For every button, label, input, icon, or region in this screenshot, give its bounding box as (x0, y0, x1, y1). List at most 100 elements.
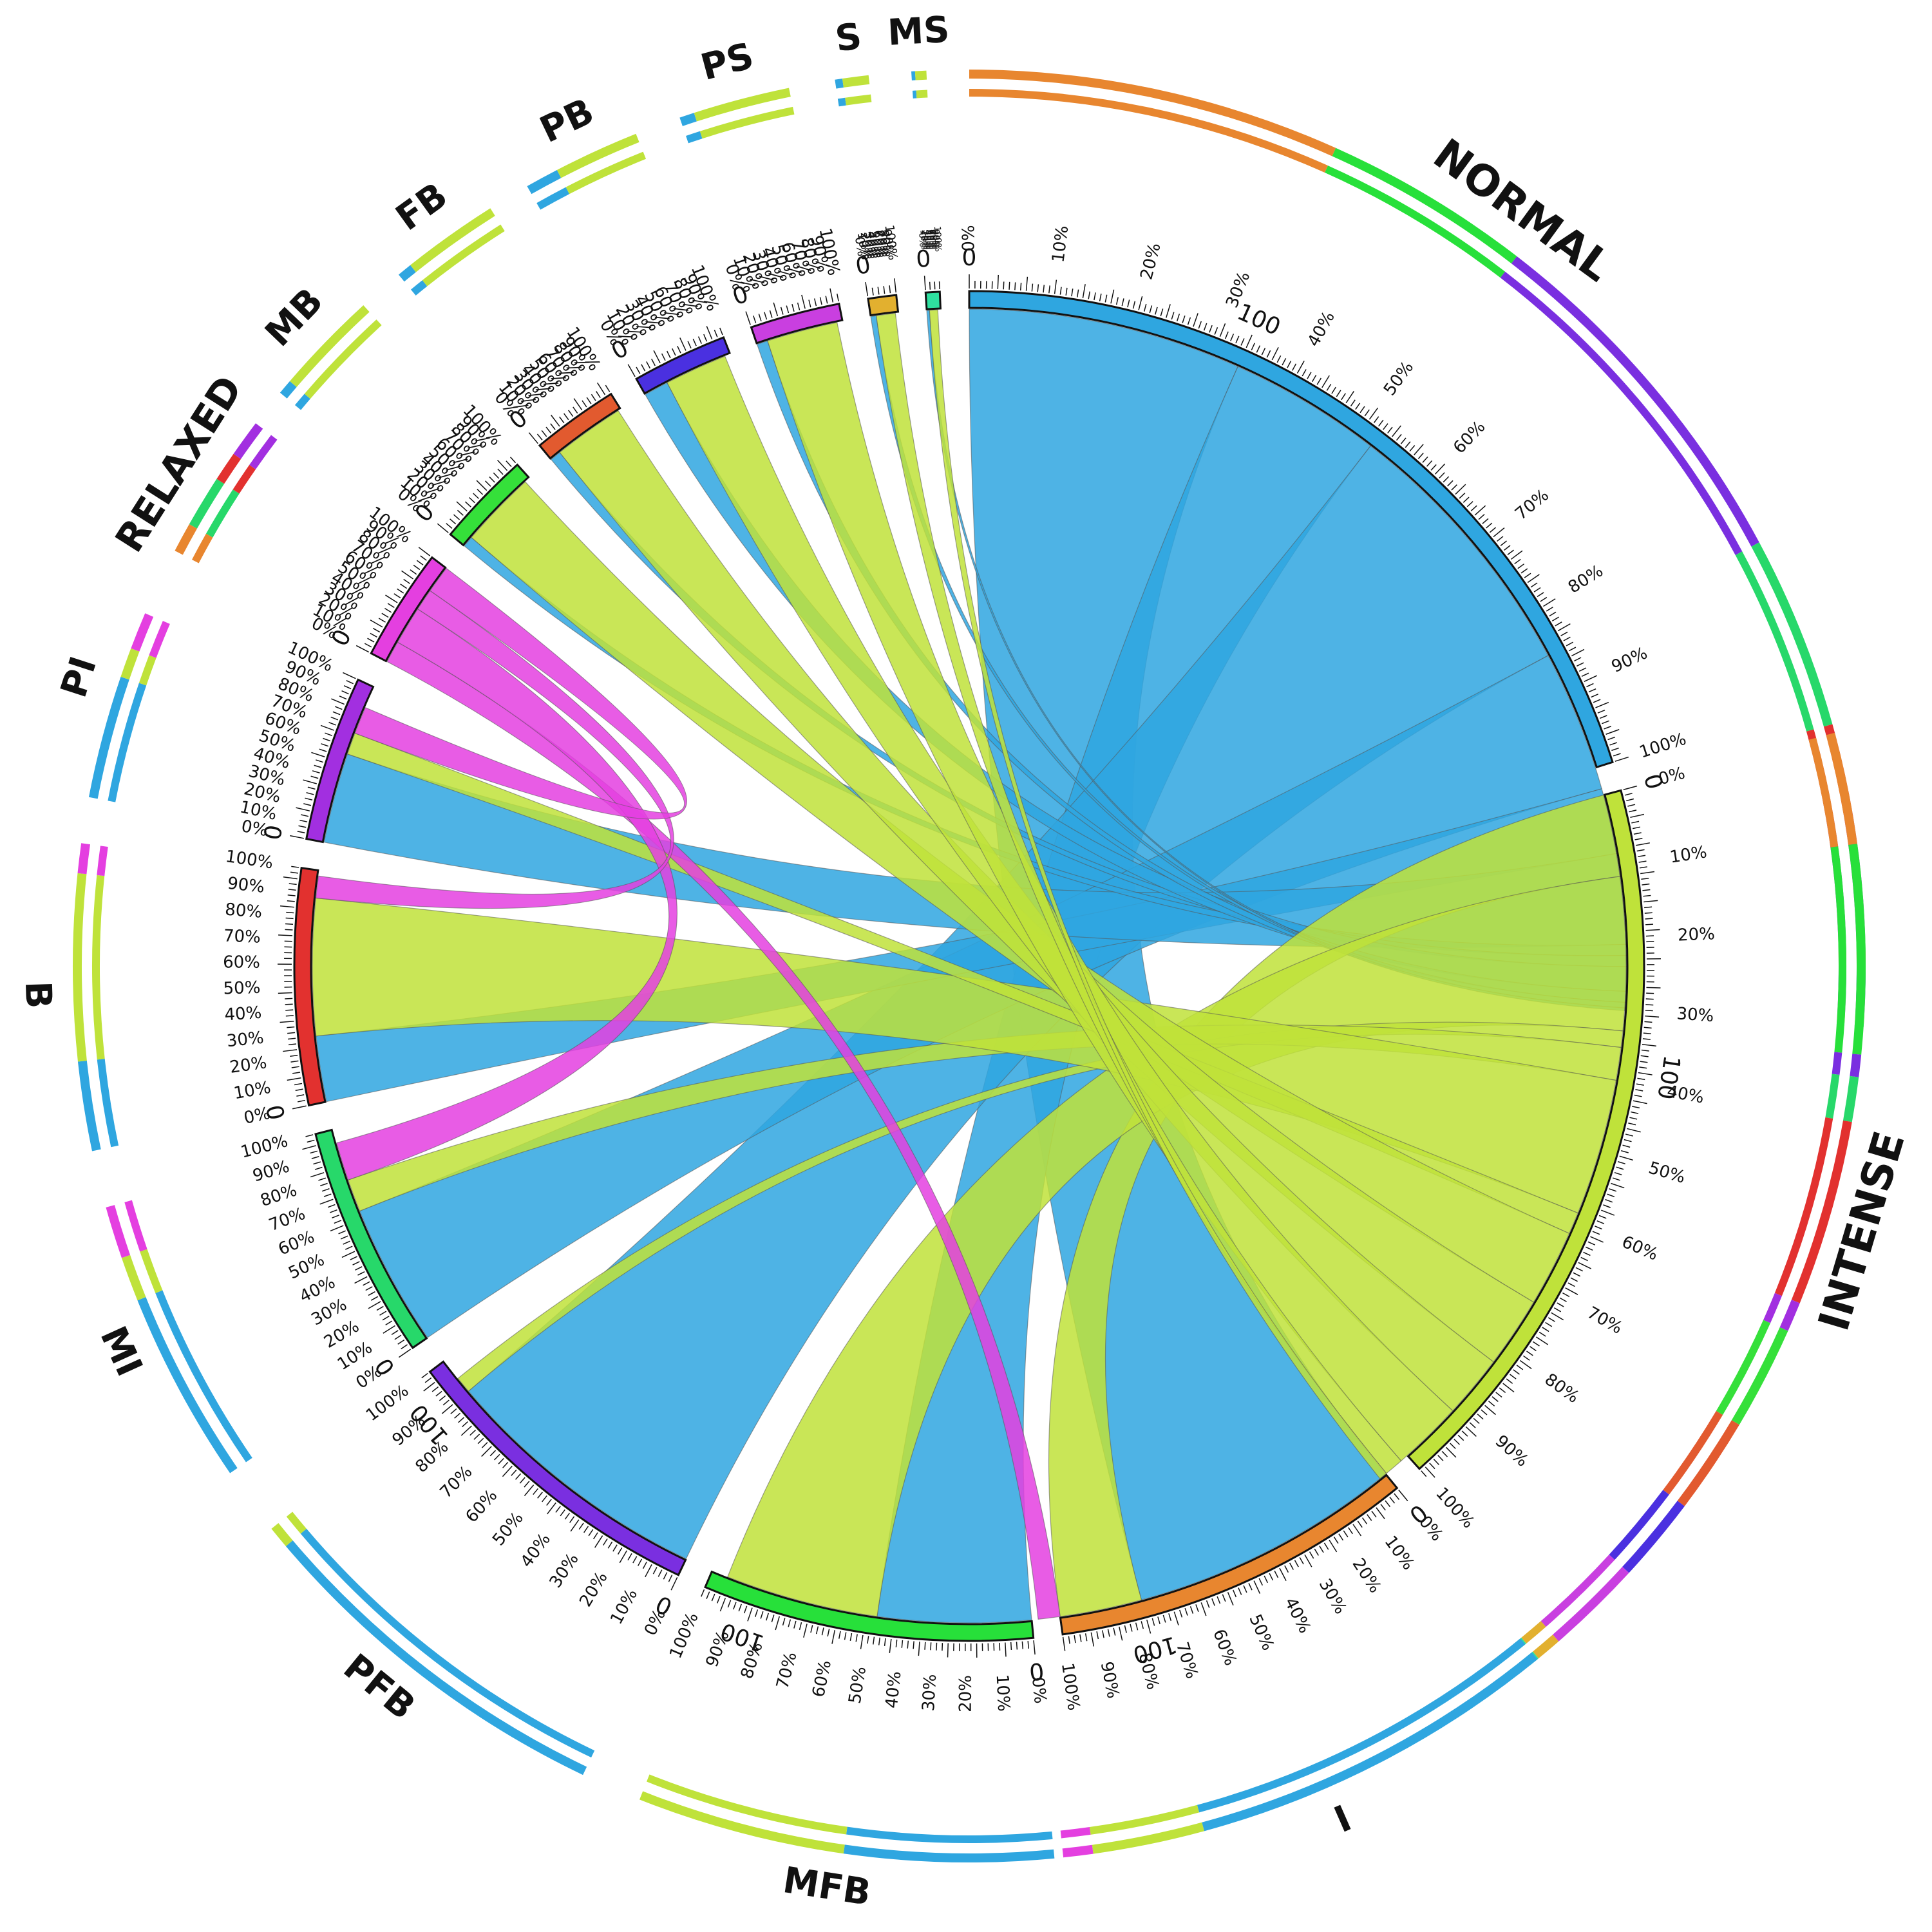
tick-mark (393, 593, 401, 599)
ribbon-intense-ms[interactable] (929, 309, 1387, 1479)
tick-mark (753, 315, 757, 323)
tick-mark (524, 1481, 530, 1488)
tick-mark (1162, 1615, 1166, 1623)
segment-bar-s[interactable] (867, 294, 900, 317)
tick-mark (719, 1598, 726, 1612)
tick-mark (1135, 1622, 1139, 1631)
segment-bar-fb[interactable] (538, 392, 621, 460)
tick-mark (1581, 672, 1589, 677)
tick-mark (743, 1605, 748, 1614)
tick-mark (1633, 1100, 1647, 1104)
tick-mark (416, 560, 424, 565)
tick-mark (1637, 1077, 1645, 1081)
tick-mark (1615, 756, 1629, 762)
segment-bar-normal[interactable] (968, 290, 1614, 769)
segment-bar-mi[interactable] (314, 1128, 428, 1349)
tick-mark (1631, 820, 1640, 824)
percent-tick-label-intense: 20% (1677, 924, 1715, 945)
tick-mark (1184, 1607, 1188, 1616)
tick-mark (1477, 1414, 1484, 1420)
tick-mark (1368, 407, 1379, 420)
tick-mark (1430, 464, 1437, 471)
outer-track-b-b (77, 843, 90, 875)
tick-mark (384, 608, 392, 613)
tick-mark (285, 1003, 293, 1005)
tick-mark (1121, 298, 1124, 307)
percent-tick-label-intense: 40% (1665, 1082, 1705, 1108)
tick-mark (494, 1454, 500, 1461)
tick-mark (1345, 391, 1355, 404)
outer-track-mfb-a (647, 1774, 848, 1835)
ribbon-relaxed-mi[interactable] (336, 608, 677, 1180)
tick-mark (1634, 1094, 1642, 1097)
segment-bar-pi[interactable] (305, 678, 375, 844)
tick-mark (1104, 294, 1108, 303)
tick-mark (559, 416, 565, 424)
segment-bar-pfb[interactable] (428, 1360, 687, 1577)
tick-mark (303, 803, 312, 806)
tick-mark (1598, 1215, 1607, 1219)
outer-track-b-b (73, 873, 87, 1062)
segment-bar-intense[interactable] (1406, 789, 1645, 1470)
tick-mark (1143, 303, 1147, 312)
tick-mark (1489, 527, 1497, 533)
tick-mark (1296, 360, 1305, 374)
outer-track-normal-a (969, 89, 1328, 173)
tick-mark (591, 393, 596, 401)
tick-mark (1193, 313, 1198, 327)
tick-mark (605, 384, 611, 392)
tick-mark (884, 1638, 886, 1646)
outer-track-intense-a (1832, 1052, 1842, 1075)
outer-track-intense-b (1553, 1566, 1629, 1642)
tick-mark (1461, 1430, 1468, 1437)
segment-bar-pb[interactable] (635, 336, 731, 395)
segment-bar-mb[interactable] (449, 463, 530, 547)
outer-track-intense-b (1791, 1120, 1852, 1303)
outer-track-intense-a (1521, 1621, 1546, 1644)
percent-tick-label-i: 40% (1280, 1595, 1314, 1636)
tick-mark (1478, 514, 1485, 520)
tick-mark (810, 1625, 813, 1633)
segment-bar-mfb[interactable] (704, 1570, 1035, 1642)
segment-bar-ms[interactable] (924, 290, 942, 310)
tick-mark (1294, 1560, 1299, 1567)
tick-mark (278, 934, 293, 936)
tick-mark (285, 923, 294, 925)
ribbon-relaxed-pi[interactable] (354, 567, 688, 820)
tick-mark (287, 1026, 295, 1028)
tick-mark (370, 632, 377, 638)
tick-mark (1539, 1331, 1546, 1337)
tick-mark (865, 282, 869, 296)
tick-mark (867, 1636, 869, 1644)
segment-bar-i[interactable] (1059, 1473, 1399, 1636)
percent-tick-label-pfb: 30% (546, 1550, 583, 1592)
percent-tick-label-normal: 0% (960, 225, 979, 251)
tick-mark (1364, 409, 1370, 417)
segment-bar-ps[interactable] (750, 302, 844, 345)
segment-bar-b[interactable] (293, 866, 327, 1107)
percent-tick-label-ms: 80% (929, 229, 940, 249)
percent-tick-label-s: 90% (879, 228, 897, 257)
tick-mark (733, 1602, 737, 1610)
tick-mark (1499, 1387, 1506, 1394)
tick-mark (354, 1276, 368, 1284)
outer-track-ms-b (914, 70, 927, 80)
tick-mark (642, 1561, 647, 1569)
tick-mark (413, 564, 421, 571)
tick-mark (298, 825, 307, 828)
tick-mark (1619, 1155, 1634, 1161)
tick-mark (376, 1305, 384, 1311)
tick-mark (1586, 683, 1594, 688)
tick-mark (668, 1575, 673, 1582)
tick-mark (290, 1060, 299, 1063)
tick-mark (786, 305, 790, 314)
tick-mark (497, 468, 504, 475)
tick-mark (1632, 826, 1641, 829)
tick-mark (1189, 1606, 1194, 1614)
tick-mark (1576, 662, 1584, 667)
outer-track-intense-b (1533, 1634, 1559, 1659)
tick-mark (877, 287, 880, 295)
segment-bar-relaxed[interactable] (370, 556, 447, 663)
tick-mark (711, 1593, 715, 1602)
segment-label-b: B (17, 981, 59, 1010)
